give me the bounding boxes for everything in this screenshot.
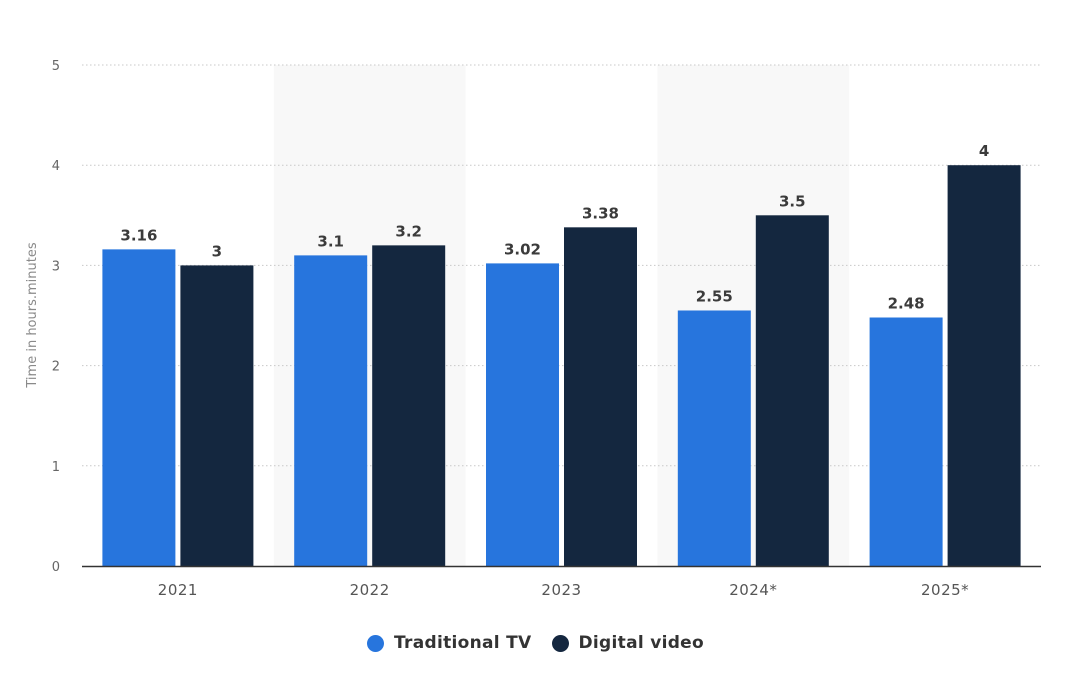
bar-traditional-tv[interactable] (677, 310, 751, 566)
y-tick-label: 1 (52, 460, 60, 475)
y-tick-label: 2 (52, 360, 60, 375)
bar-digital-video[interactable] (947, 165, 1021, 566)
data-label: 3.1 (317, 232, 344, 250)
y-tick-label: 0 (52, 560, 60, 575)
x-tick-label: 2025* (921, 581, 969, 599)
x-tick-label: 2023 (541, 581, 581, 599)
legend: Traditional TV Digital video (0, 633, 1071, 653)
data-label: 3.02 (504, 240, 541, 258)
data-label: 2.55 (696, 287, 733, 305)
data-label: 4 (979, 142, 989, 160)
y-tick-label: 4 (52, 159, 60, 174)
legend-item-traditional-tv[interactable]: Traditional TV (367, 633, 532, 653)
y-tick-label: 3 (52, 259, 60, 274)
data-label: 2.48 (888, 295, 925, 313)
bar-digital-video[interactable] (755, 215, 829, 567)
bar-digital-video[interactable] (564, 227, 637, 566)
data-label: 3.16 (120, 226, 157, 244)
legend-label-digital-video: Digital video (578, 633, 704, 653)
legend-label-traditional-tv: Traditional TV (394, 633, 532, 653)
bar-traditional-tv[interactable] (486, 263, 559, 566)
data-label: 3.2 (395, 222, 422, 240)
y-axis-title: Time in hours.minutes (25, 242, 40, 388)
data-label: 3.38 (582, 204, 619, 222)
data-label: 3 (212, 242, 222, 260)
legend-dot-traditional-tv (367, 634, 385, 652)
x-tick-label: 2022 (350, 581, 390, 599)
bar-traditional-tv[interactable] (294, 255, 368, 566)
x-tick-label: 2024* (729, 581, 777, 599)
legend-item-digital-video[interactable]: Digital video (551, 633, 704, 653)
bar-traditional-tv[interactable] (869, 317, 943, 566)
bar-traditional-tv[interactable] (102, 249, 176, 567)
legend-dot-digital-video (551, 634, 569, 652)
data-label: 3.5 (779, 192, 806, 210)
bar-digital-video[interactable] (180, 265, 254, 566)
x-tick-label: 2021 (158, 581, 198, 599)
y-tick-label: 5 (52, 59, 60, 74)
bar-digital-video[interactable] (372, 245, 446, 567)
